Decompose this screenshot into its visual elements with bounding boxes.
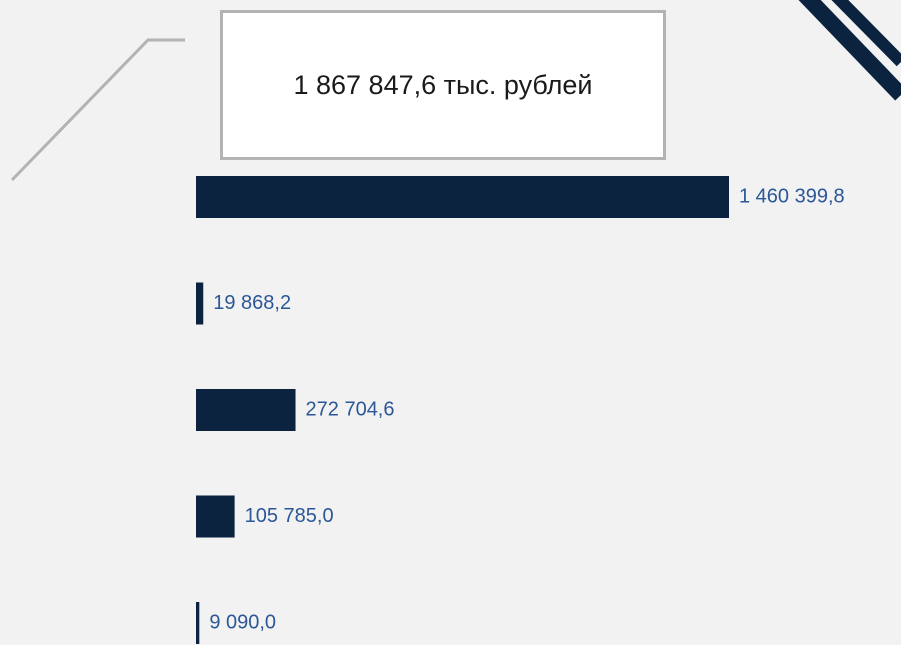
- decor-line: [10, 38, 185, 182]
- bar: [196, 602, 200, 644]
- value-label: 19 868,2: [213, 292, 291, 314]
- bar: [196, 389, 296, 431]
- decor-stripe: [831, 0, 901, 67]
- value-label: 272 704,6: [306, 398, 395, 420]
- value-label: 9 090,0: [209, 611, 276, 633]
- value-label: 1 460 399,8: [739, 185, 845, 207]
- bar: [196, 495, 235, 538]
- bar: [196, 176, 729, 218]
- value-label: 105 785,0: [245, 505, 334, 527]
- decor-stripe: [798, 0, 901, 101]
- bar: [196, 282, 204, 325]
- chart-title: 1 867 847,6 тыс. рублей: [220, 10, 666, 160]
